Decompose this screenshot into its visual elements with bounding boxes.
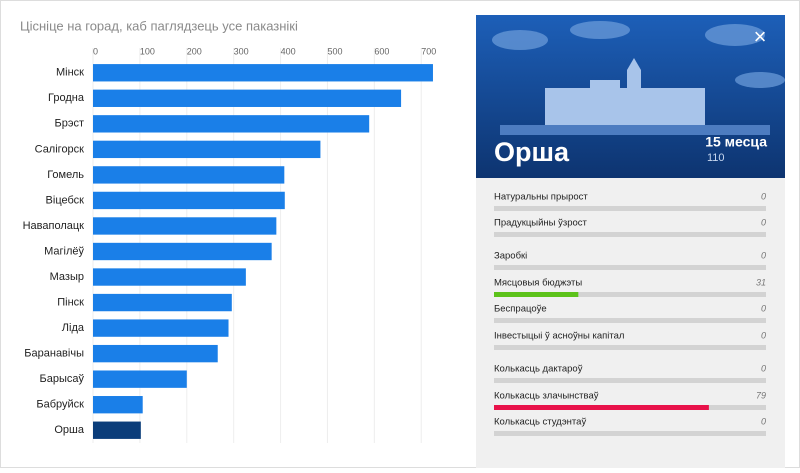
score: 110 <box>707 152 725 164</box>
indicator-value: 0 <box>761 303 766 313</box>
y-tick-label: Ліда <box>62 322 85 334</box>
rank: 15 месца <box>705 134 767 150</box>
y-tick-label: Наваполацк <box>23 220 85 232</box>
x-tick-label: 700 <box>421 46 436 56</box>
x-tick-label: 0 <box>93 46 98 56</box>
clouds <box>492 21 785 88</box>
indicator-track <box>494 265 766 270</box>
indicator-track <box>494 292 766 297</box>
x-tick-label: 100 <box>140 46 155 56</box>
x-tick-label: 300 <box>234 46 249 56</box>
indicator-track <box>494 378 766 383</box>
bar[interactable] <box>93 191 285 210</box>
indicator-value: 0 <box>761 416 766 426</box>
bar[interactable] <box>93 344 218 363</box>
y-tick-label: Орша <box>54 424 84 436</box>
indicator-name: Інвестыцыі ў асноўны капітал <box>494 331 624 342</box>
bar[interactable] <box>93 64 433 82</box>
bar[interactable] <box>93 166 285 184</box>
indicator-track <box>494 232 766 237</box>
x-tick-label: 400 <box>281 46 296 56</box>
bar[interactable] <box>93 115 370 133</box>
close-button[interactable]: × <box>754 24 767 49</box>
x-tick-label: 200 <box>187 46 202 56</box>
bar[interactable] <box>93 242 272 261</box>
y-tick-label: Салігорск <box>35 143 85 155</box>
bar[interactable] <box>93 293 232 312</box>
indicator-track <box>494 431 766 436</box>
panel: × Орша 15 месца 110 <box>476 15 785 468</box>
y-tick-label: Віцебск <box>46 194 85 206</box>
y-tick-label: Баранавічы <box>24 348 84 360</box>
building <box>500 58 770 135</box>
y-tick-label: Гродна <box>48 92 85 104</box>
bar[interactable] <box>93 268 246 286</box>
city-name: Орша <box>494 137 570 167</box>
indicator-bar <box>494 405 709 410</box>
indicator-value: 0 <box>761 191 766 201</box>
bar[interactable] <box>93 396 143 414</box>
y-tick-label: Бабруйск <box>36 399 84 411</box>
y-tick-label: Магілёў <box>44 245 84 257</box>
indicator-name: Колькасць злачынстваў <box>494 391 599 402</box>
bar[interactable] <box>93 370 187 388</box>
y-tick-label: Гомель <box>47 169 84 181</box>
bar[interactable] <box>93 140 321 159</box>
indicator-track <box>494 318 766 323</box>
indicator-value: 79 <box>756 390 766 400</box>
indicator-name: Колькасць дактароў <box>494 364 583 375</box>
indicator-value: 0 <box>761 217 766 227</box>
indicator-track <box>494 206 766 211</box>
indicator-value: 31 <box>756 277 766 287</box>
bar[interactable] <box>93 319 229 337</box>
y-tick-label: Мінск <box>56 67 84 79</box>
indicator-name: Беспрацоўе <box>494 304 547 315</box>
y-tick-label: Мазыр <box>50 271 84 283</box>
indicator-value: 0 <box>761 363 766 373</box>
chart-title: Ціснiце на горад, каб паглядзець усе пак… <box>20 18 298 33</box>
bar[interactable] <box>93 421 141 439</box>
y-tick-label: Брэст <box>55 118 85 130</box>
indicator-bar <box>494 292 579 297</box>
y-tick-label: Пінск <box>57 296 84 308</box>
x-tick-label: 600 <box>374 46 389 56</box>
indicator-name: Натуральны прырост <box>494 192 588 203</box>
bar[interactable] <box>93 89 402 107</box>
indicator-name: Заробкі <box>494 251 527 262</box>
indicator-name: Прадукцыйны ўзрост <box>494 218 588 229</box>
y-tick-label: Барысаў <box>40 373 85 385</box>
indicator-name: Мясцовыя бюджэты <box>494 278 582 289</box>
indicator-value: 0 <box>761 250 766 260</box>
x-tick-label: 500 <box>327 46 342 56</box>
bar[interactable] <box>93 217 277 235</box>
indicator-track <box>494 345 766 350</box>
indicator-value: 0 <box>761 330 766 340</box>
indicator-name: Колькасць студэнтаў <box>494 417 586 428</box>
